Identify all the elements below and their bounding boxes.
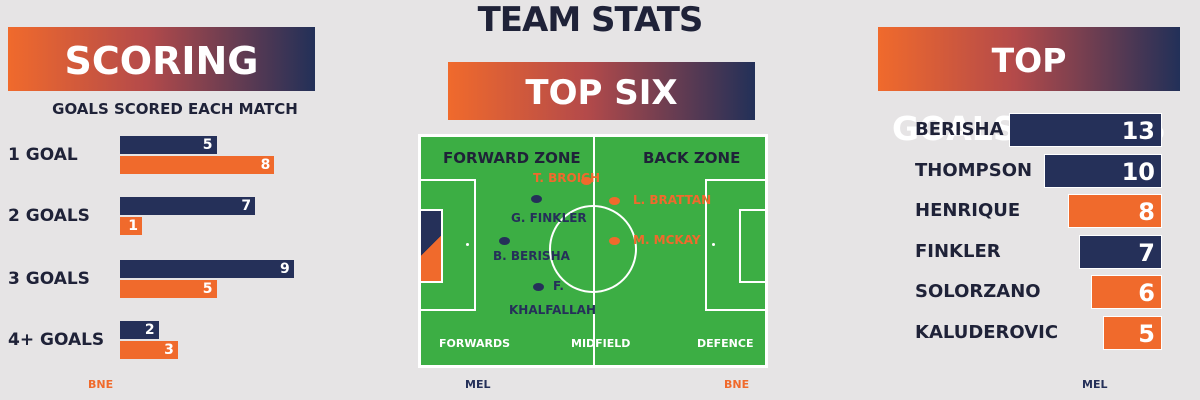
scoring-category-label: 1 GOAL xyxy=(8,145,78,165)
scoring-category-label: 3 GOALS xyxy=(8,269,90,289)
midfield-label: MIDFIELD xyxy=(571,337,631,350)
legend-bne-left: BNE xyxy=(88,378,114,391)
scoring-banner: SCORING xyxy=(8,27,315,91)
left-penalty-box xyxy=(421,179,476,311)
main-title: TEAM STATS xyxy=(477,0,704,40)
legend-mel-right: MEL xyxy=(1082,378,1108,391)
right-penalty-box xyxy=(705,179,765,311)
player-name-finkler: G. FINKLER xyxy=(511,211,587,225)
right-goal-area xyxy=(739,209,765,283)
scoring-bar-mel: 7 xyxy=(120,197,256,215)
player-dot-broich xyxy=(581,177,592,185)
scorer-name-label: KALUDEROVIC xyxy=(915,321,1059,343)
scoring-bar-mel: 9 xyxy=(120,260,294,278)
top-scorers-banner: TOP GOALSCORERS xyxy=(878,27,1180,148)
scoring-bar-bne: 3 xyxy=(120,341,178,359)
player-name-broich: T. BROICH xyxy=(533,171,601,185)
defence-label: DEFENCE xyxy=(697,337,754,350)
scoring-bar-bne: 1 xyxy=(120,217,142,235)
legend-mel-center: MEL xyxy=(465,378,491,391)
scorer-bar-solorzano: 6 xyxy=(1091,275,1162,309)
player-dot-finkler xyxy=(531,195,542,203)
scoring-category-label: 2 GOALS xyxy=(8,206,90,226)
scorer-bar-kaluderovic: 5 xyxy=(1103,315,1162,350)
scorer-bar-thompson: 10 xyxy=(1044,153,1162,188)
scoring-bar-bne: 8 xyxy=(120,156,275,174)
scoring-bar-bne: 5 xyxy=(120,280,217,298)
player-dot-khalfallah xyxy=(533,283,544,291)
player-dot-mckay xyxy=(609,237,620,245)
scorer-bar-finkler: 7 xyxy=(1079,234,1162,269)
scorer-name-label: SOLORZANO xyxy=(915,281,1041,302)
scorer-bar-berisha: 13 xyxy=(1008,113,1162,147)
scorer-name-label: THOMPSON xyxy=(915,159,1033,181)
scoring-subtitle: GOALS SCORED EACH MATCH xyxy=(52,100,298,118)
back-zone-label: BACK ZONE xyxy=(643,149,741,167)
scorer-name-label: BERISHA xyxy=(915,119,1004,140)
scoring-bar-mel: 2 xyxy=(120,321,159,339)
legend-bne-center: BNE xyxy=(724,378,750,391)
football-pitch: FORWARD ZONE BACK ZONE FORWARDS MIDFIELD… xyxy=(418,134,768,368)
top-six-banner: TOP SIX PLAYERS xyxy=(448,62,755,175)
player-dot-berisha xyxy=(499,237,510,245)
scorer-name-label: HENRIQUE xyxy=(915,200,1021,221)
scoring-bar-mel: 5 xyxy=(120,136,217,154)
player-name-khalfallah-initial: F. xyxy=(553,279,564,293)
right-penalty-spot xyxy=(712,243,715,246)
player-dot-brattan xyxy=(609,197,620,205)
left-penalty-spot xyxy=(466,243,469,246)
player-name-mckay: M. MCKAY xyxy=(633,233,701,247)
center-circle xyxy=(549,205,637,293)
player-name-khalfallah: KHALFALLAH xyxy=(509,303,597,317)
player-name-brattan: L. BRATTAN xyxy=(633,193,712,207)
forward-zone-label: FORWARD ZONE xyxy=(443,149,581,167)
scorer-bar-henrique: 8 xyxy=(1067,194,1162,228)
forwards-label: FORWARDS xyxy=(439,337,511,350)
scorer-name-label: FINKLER xyxy=(915,240,1001,262)
player-name-berisha: B. BERISHA xyxy=(493,249,570,263)
left-goal-area xyxy=(421,209,443,283)
scoring-category-label: 4+ GOALS xyxy=(8,330,105,350)
